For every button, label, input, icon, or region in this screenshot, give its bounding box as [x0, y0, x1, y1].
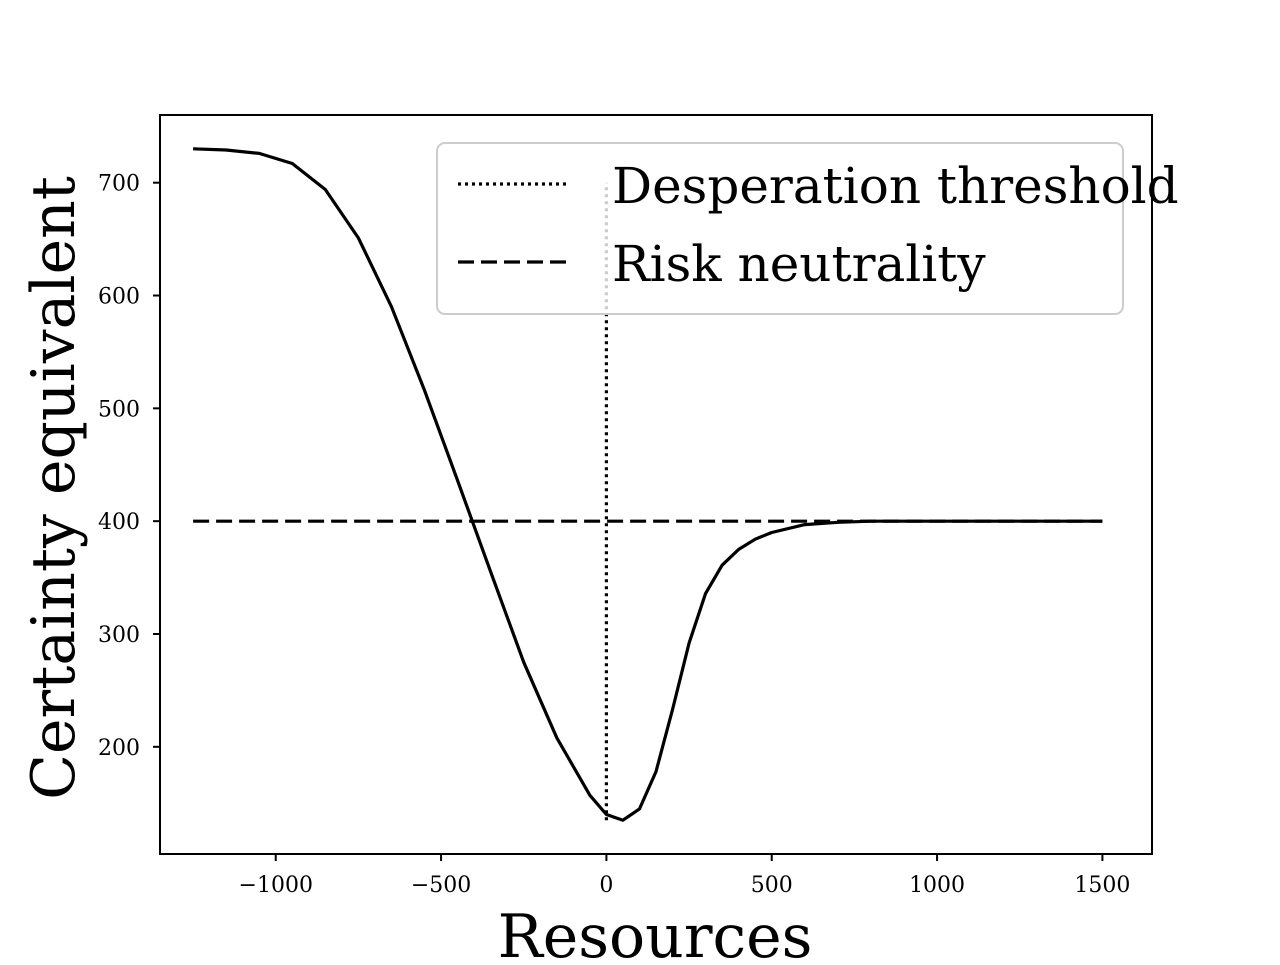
legend: Desperation threshold Risk neutrality [436, 142, 1179, 315]
y-tick-label: 200 [98, 736, 140, 761]
x-tick-label: 500 [751, 873, 793, 898]
y-tick-label: 600 [98, 285, 140, 310]
y-tick-label: 300 [98, 623, 140, 648]
y-tick-label: 500 [98, 397, 140, 422]
x-axis-title: Resources [498, 902, 813, 960]
x-tick-label: −1000 [239, 873, 313, 898]
series-layer [193, 147, 1103, 822]
x-axis: −1000 −500 0 500 1000 1500 [239, 854, 1130, 898]
legend-label: Risk neutrality [612, 235, 986, 293]
y-axis: 200 300 400 500 600 700 [98, 172, 160, 761]
legend-box [436, 142, 1124, 315]
x-tick-label: 1500 [1074, 873, 1130, 898]
legend-label: Desperation threshold [612, 157, 1179, 215]
x-tick-label: −500 [411, 873, 471, 898]
y-tick-label: 400 [98, 510, 140, 535]
y-tick-label: 700 [98, 172, 140, 197]
plot-frame [159, 114, 1153, 855]
x-tick-label: 0 [599, 873, 613, 898]
y-axis-title: Certainty equivalent [19, 176, 89, 800]
x-tick-label: 1000 [909, 873, 965, 898]
